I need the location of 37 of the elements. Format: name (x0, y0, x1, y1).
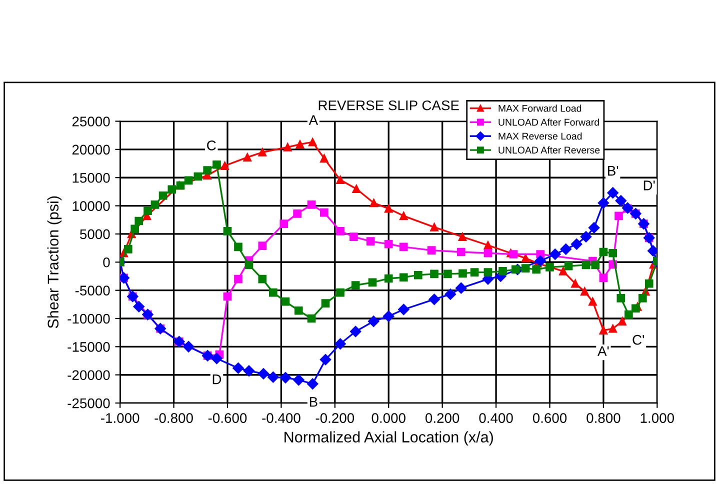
y-tick-label: 15000 (72, 172, 110, 183)
y-tick-label: -10000 (68, 314, 110, 324)
x-tick-label: -1.000 (101, 413, 140, 423)
annotation: D' (644, 180, 655, 190)
y-tick-label: 25000 (72, 116, 110, 126)
annotation: C' (632, 334, 644, 345)
annotation: B (310, 397, 318, 407)
x-tick-label: 0.600 (532, 413, 567, 423)
x-tick-label: 0.200 (425, 413, 460, 423)
annotation: A' (598, 346, 609, 356)
legend-label: MAX Forward Load (498, 104, 582, 112)
y-tick-label: -20000 (68, 370, 110, 380)
legend-label: UNLOAD After Reverse (498, 146, 600, 154)
x-axis-title: Normalized Axial Location (x/a) (284, 431, 493, 446)
y-tick-label: -15000 (68, 342, 110, 352)
annotation: D (212, 374, 222, 384)
x-tick-label: -0.200 (316, 413, 354, 423)
y-tick-label: -25000 (68, 398, 110, 408)
annotation: A (308, 115, 318, 125)
x-tick-label: 0.000 (372, 413, 406, 423)
y-tick-label: 0 (103, 257, 110, 268)
x-tick-label: -0.800 (154, 413, 193, 423)
y-tick-label: 10000 (72, 201, 110, 211)
annotation: C (207, 140, 216, 150)
annotation: B' (608, 166, 618, 176)
x-tick-label: -0.400 (262, 413, 300, 423)
chart-title: REVERSE SLIP CASE (318, 100, 459, 110)
y-tick-label: 5000 (80, 229, 110, 240)
legend-label: UNLOAD After Forward (498, 118, 599, 126)
x-tick-label: 1.000 (640, 413, 674, 423)
y-tick-label: 20000 (72, 144, 110, 155)
x-tick-label: -0.600 (208, 413, 247, 423)
x-tick-label: 0.400 (479, 413, 513, 423)
legend-label: MAX Reverse Load (498, 132, 582, 140)
x-tick-label: 0.800 (586, 413, 620, 423)
y-axis-title: Shear Traction (psi) (47, 196, 62, 328)
y-tick-label: -5000 (75, 286, 110, 296)
